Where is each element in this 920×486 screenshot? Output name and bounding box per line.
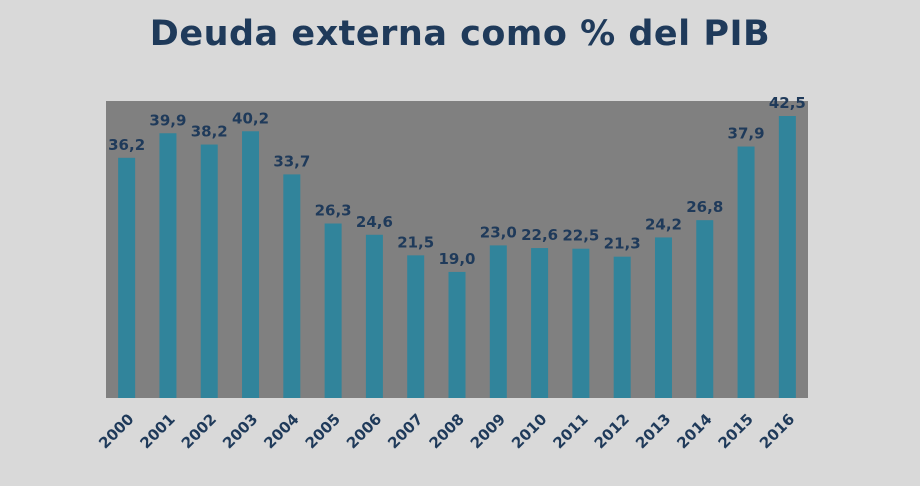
x-tick-label-2012: 2012 xyxy=(591,410,633,452)
bar-2004 xyxy=(283,174,301,398)
x-axis-ticks: 2000 2001 2002 2003 2004 2005 2006 2007 2008 2009… xyxy=(95,410,798,452)
bar-2006 xyxy=(365,234,383,398)
bar-2010 xyxy=(531,248,549,398)
x-tick-label-2014: 2014 xyxy=(673,410,715,452)
value-label-2011: 22,5 xyxy=(562,227,599,245)
x-tick-label-2005: 2005 xyxy=(302,410,344,452)
value-labels-group: 36,239,9 38,240,2 33,7 26,324,621,519,0 23,0… xyxy=(108,94,806,268)
value-label-2000: 36,2 xyxy=(108,136,145,154)
value-label-2001: 39,9 xyxy=(149,111,186,129)
value-label-2006: 24,6 xyxy=(356,213,393,231)
value-label-2013: 24,2 xyxy=(645,215,682,233)
x-tick-label-2002: 2002 xyxy=(178,410,220,452)
bar-2000 xyxy=(118,157,136,398)
chart-title: Deuda externa como % del PIB xyxy=(149,14,771,54)
x-tick-label-2000: 2000 xyxy=(95,410,137,452)
bars-group xyxy=(118,116,796,398)
bar-2007 xyxy=(407,255,425,398)
value-label-2002: 38,2 xyxy=(191,123,228,141)
value-label-2004: 33,7 xyxy=(273,152,310,170)
bar-2012 xyxy=(613,256,631,398)
value-label-2010: 22,6 xyxy=(521,226,558,244)
x-tick-label-2011: 2011 xyxy=(549,410,591,452)
x-tick-label-2010: 2010 xyxy=(508,410,550,452)
x-tick-label-2001: 2001 xyxy=(137,410,179,452)
bar-2009 xyxy=(489,245,507,398)
value-label-2016: 42,5 xyxy=(769,94,806,112)
value-label-2003: 40,2 xyxy=(232,109,269,127)
value-label-2005: 26,3 xyxy=(315,201,352,219)
bar-2015 xyxy=(737,146,755,398)
x-tick-label-2003: 2003 xyxy=(219,410,261,452)
bar-2014 xyxy=(696,220,714,398)
x-tick-label-2016: 2016 xyxy=(756,410,798,452)
value-label-2012: 21,3 xyxy=(604,235,641,253)
bar-2001 xyxy=(159,133,177,398)
bar-2008 xyxy=(448,271,466,398)
value-label-2015: 37,9 xyxy=(728,125,765,143)
x-tick-label-2006: 2006 xyxy=(343,410,385,452)
value-label-2014: 26,8 xyxy=(686,198,723,216)
bar-2002 xyxy=(200,144,218,398)
bar-2011 xyxy=(572,248,590,398)
x-tick-label-2015: 2015 xyxy=(715,410,757,452)
bar-2016 xyxy=(778,116,796,398)
bar-2013 xyxy=(654,237,672,398)
bar-2003 xyxy=(242,131,260,398)
x-tick-label-2007: 2007 xyxy=(384,410,426,452)
bar-2005 xyxy=(324,223,342,398)
value-label-2008: 19,0 xyxy=(438,250,475,268)
value-label-2007: 21,5 xyxy=(397,233,434,251)
x-tick-label-2008: 2008 xyxy=(426,410,468,452)
x-tick-label-2004: 2004 xyxy=(260,410,302,452)
x-tick-label-2009: 2009 xyxy=(467,410,509,452)
value-label-2009: 23,0 xyxy=(480,223,517,241)
x-tick-label-2013: 2013 xyxy=(632,410,674,452)
